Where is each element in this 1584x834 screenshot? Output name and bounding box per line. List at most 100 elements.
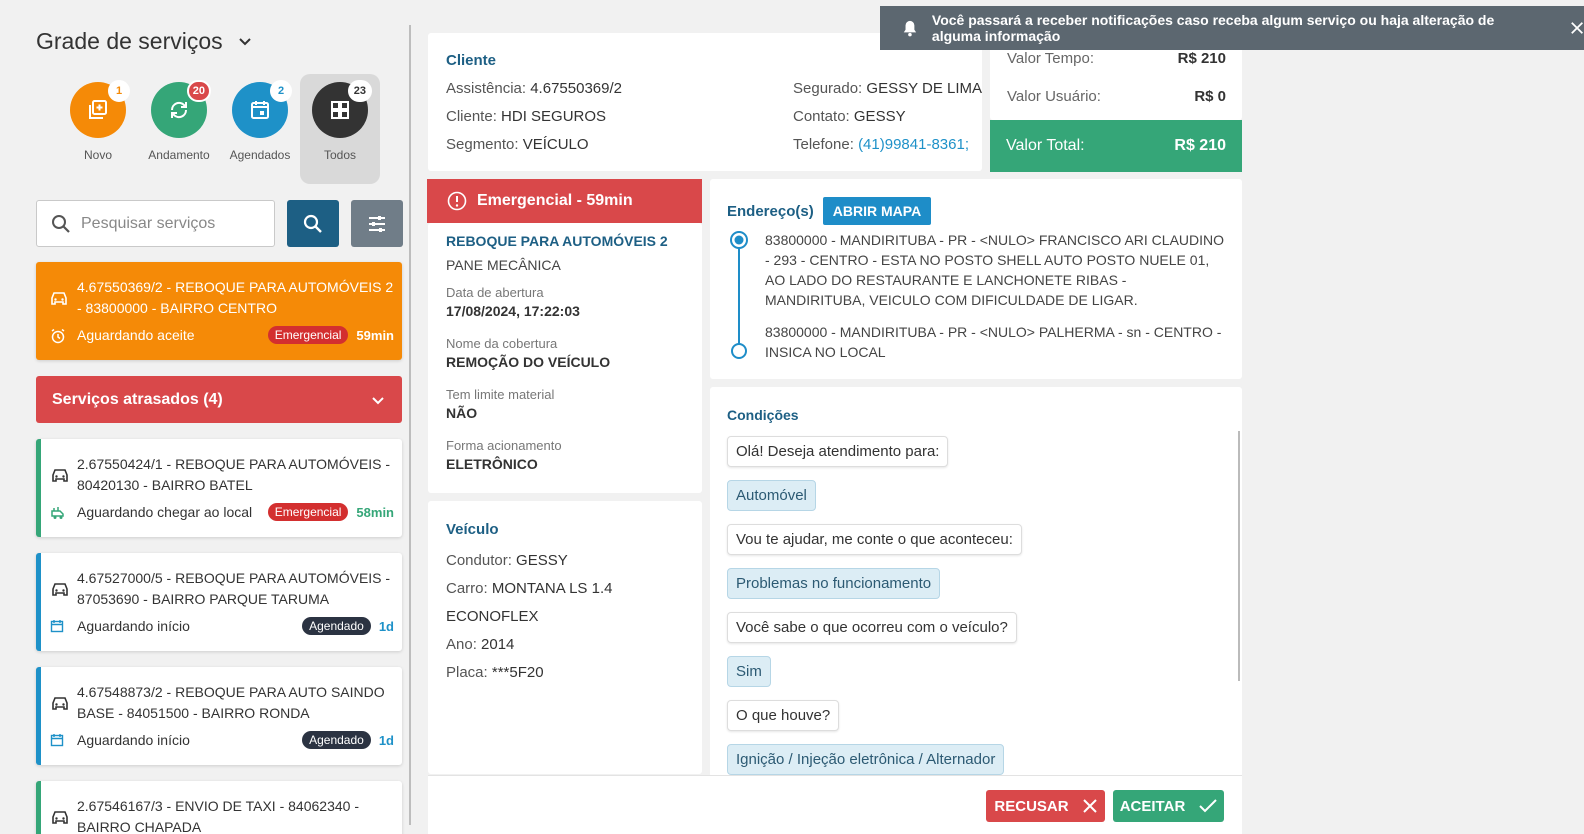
condutor-value: GESSY bbox=[516, 552, 568, 569]
service-card[interactable]: 2.67546167/3 - ENVIO DE TAXI - 84062340 … bbox=[36, 781, 402, 834]
scheduled-tag: Agendado bbox=[302, 617, 371, 635]
search-box bbox=[36, 200, 275, 247]
filter-label: Todos bbox=[323, 148, 357, 162]
valor-total-label: Valor Total: bbox=[1006, 137, 1085, 154]
card-title: 4.67548873/2 - REBOQUE PARA AUTO SAINDO … bbox=[77, 684, 385, 721]
service-panel: REBOQUE PARA AUTOMÓVEIS 2 PANE MECÂNICA … bbox=[428, 223, 702, 493]
filter-agendados[interactable]: 2 Agendados bbox=[220, 74, 300, 184]
page-title[interactable]: Grade de serviços bbox=[36, 28, 253, 55]
contato-value: GESSY bbox=[853, 108, 906, 125]
refuse-button[interactable]: RECUSAR bbox=[986, 790, 1105, 822]
chevron-down-icon bbox=[238, 37, 251, 45]
search-button[interactable] bbox=[287, 200, 339, 247]
condition-question: Vou te ajudar, me conte o que aconteceu: bbox=[727, 524, 1022, 555]
contato-label: Contato: bbox=[793, 108, 850, 125]
accept-label: ACEITAR bbox=[1119, 797, 1186, 815]
route-line-icon bbox=[730, 231, 748, 359]
card-title: 4.67527000/5 - REBOQUE PARA AUTOMÓVEIS -… bbox=[77, 570, 391, 607]
abertura-value: 17/08/2024, 17:22:03 bbox=[446, 303, 580, 319]
client-title: Cliente bbox=[446, 52, 497, 69]
check-icon bbox=[1199, 799, 1217, 813]
condition-question: Olá! Deseja atendimento para: bbox=[727, 436, 949, 467]
card-time: 58min bbox=[356, 504, 394, 520]
action-bar bbox=[428, 775, 1242, 834]
filter-novo[interactable]: 1 Novo bbox=[58, 74, 138, 184]
tune-icon bbox=[369, 215, 385, 232]
refuse-label: RECUSAR bbox=[994, 797, 1069, 815]
conditions-scrollbar[interactable] bbox=[1238, 431, 1240, 681]
condutor-label: Condutor: bbox=[446, 552, 512, 569]
conditions-panel: Condições Olá! Deseja atendimento para: … bbox=[710, 387, 1242, 777]
card-title: 2.67546167/3 - ENVIO DE TAXI - 84062340 … bbox=[77, 798, 359, 834]
address-title: Endereço(s) bbox=[727, 203, 814, 220]
car-icon bbox=[51, 292, 67, 305]
calendar-icon bbox=[50, 620, 64, 633]
open-map-button[interactable]: ABRIR MAPA bbox=[823, 197, 931, 225]
car-icon bbox=[52, 583, 68, 596]
segmento-value: VEÍCULO bbox=[522, 136, 589, 153]
scheduled-tag: Agendado bbox=[302, 731, 371, 749]
segurado-label: Segurado: bbox=[793, 80, 863, 97]
service-reason: PANE MECÂNICA bbox=[446, 257, 561, 273]
filter-settings-button[interactable] bbox=[351, 200, 403, 247]
count-badge: 20 bbox=[186, 80, 211, 102]
late-services-label: Serviços atrasados (4) bbox=[52, 390, 223, 408]
cliente-label: Cliente: bbox=[446, 108, 497, 125]
acionamento-value: ELETRÔNICO bbox=[446, 456, 538, 472]
valor-total: R$ 210 bbox=[1174, 137, 1226, 154]
accept-button[interactable]: ACEITAR bbox=[1113, 790, 1224, 822]
valor-usuario: R$ 0 bbox=[1194, 88, 1226, 105]
limite-value: NÃO bbox=[446, 405, 478, 421]
car-icon bbox=[52, 469, 68, 482]
emergency-header: Emergencial - 59min bbox=[427, 179, 702, 223]
service-card[interactable]: 4.67527000/5 - REBOQUE PARA AUTOMÓVEIS -… bbox=[36, 553, 402, 651]
filter-todos[interactable]: 23 Todos bbox=[300, 74, 380, 184]
abertura-label: Data de abertura bbox=[446, 285, 544, 300]
count-badge: 23 bbox=[347, 80, 372, 102]
condition-question: O que houve? bbox=[727, 700, 840, 731]
emergency-label: Emergencial - 59min bbox=[477, 192, 633, 209]
filter-label: Agendados bbox=[229, 148, 291, 162]
phone-link[interactable]: (41)99841-8361; bbox=[858, 136, 969, 153]
car-icon bbox=[52, 697, 68, 710]
total-value-bar: Valor Total: R$ 210 bbox=[990, 120, 1242, 172]
emergency-tag: Emergencial bbox=[267, 503, 349, 521]
service-card[interactable]: 2.67550424/1 - REBOQUE PARA AUTOMÓVEIS -… bbox=[36, 439, 402, 537]
valor-tempo: R$ 210 bbox=[1177, 50, 1226, 67]
vehicle-panel: Veículo Condutor: GESSY Carro: MONTANA L… bbox=[428, 501, 702, 774]
telefone-label: Telefone: bbox=[793, 136, 854, 153]
tow-truck-icon bbox=[51, 507, 64, 519]
condition-answer: Automóvel bbox=[727, 480, 816, 511]
placa-label: Placa: bbox=[446, 664, 488, 681]
service-card[interactable]: 4.67548873/2 - REBOQUE PARA AUTO SAINDO … bbox=[36, 667, 402, 765]
ano-label: Ano: bbox=[446, 636, 477, 653]
filter-label: Novo bbox=[83, 148, 112, 162]
acionamento-label: Forma acionamento bbox=[446, 438, 562, 453]
cobertura-label: Nome da cobertura bbox=[446, 336, 558, 351]
conditions-chat: Olá! Deseja atendimento para: Automóvel … bbox=[727, 436, 1022, 775]
filter-andamento[interactable]: 20 Andamento bbox=[139, 74, 219, 184]
card-status: Aguardando início bbox=[77, 618, 190, 634]
search-icon bbox=[52, 214, 70, 233]
search-input[interactable] bbox=[81, 214, 251, 233]
late-services-toggle[interactable]: Serviços atrasados (4) bbox=[36, 376, 402, 423]
service-name: REBOQUE PARA AUTOMÓVEIS 2 bbox=[446, 233, 668, 249]
close-icon[interactable] bbox=[1570, 20, 1584, 36]
service-card-active[interactable]: 4.67550369/2 - REBOQUE PARA AUTOMÓVEIS 2… bbox=[36, 262, 402, 360]
sidebar-divider bbox=[409, 25, 411, 825]
condition-question: Você sabe o que ocorreu com o veículo? bbox=[727, 612, 1017, 643]
card-time: 1d bbox=[378, 618, 394, 634]
emergency-tag: Emergencial bbox=[267, 326, 349, 344]
condition-answer: Ignição / Injeção eletrônica / Alternado… bbox=[727, 744, 1005, 775]
count-badge: 2 bbox=[270, 80, 292, 102]
carro-value: MONTANA LS 1.4 ECONOFLEX bbox=[446, 580, 613, 625]
search-icon bbox=[303, 214, 322, 233]
info-icon bbox=[447, 191, 467, 211]
address-origin: 83800000 - MANDIRITUBA - PR - <NULO> FRA… bbox=[765, 232, 1225, 308]
vehicle-title: Veículo bbox=[446, 521, 499, 538]
assistencia-value: 4.67550369/2 bbox=[530, 80, 622, 97]
filter-label: Andamento bbox=[148, 148, 210, 162]
chevron-down-icon bbox=[372, 396, 384, 404]
card-title: 4.67550369/2 - REBOQUE PARA AUTOMÓVEIS 2… bbox=[77, 279, 394, 316]
notification-text: Você passará a receber notificações caso… bbox=[931, 12, 1495, 44]
